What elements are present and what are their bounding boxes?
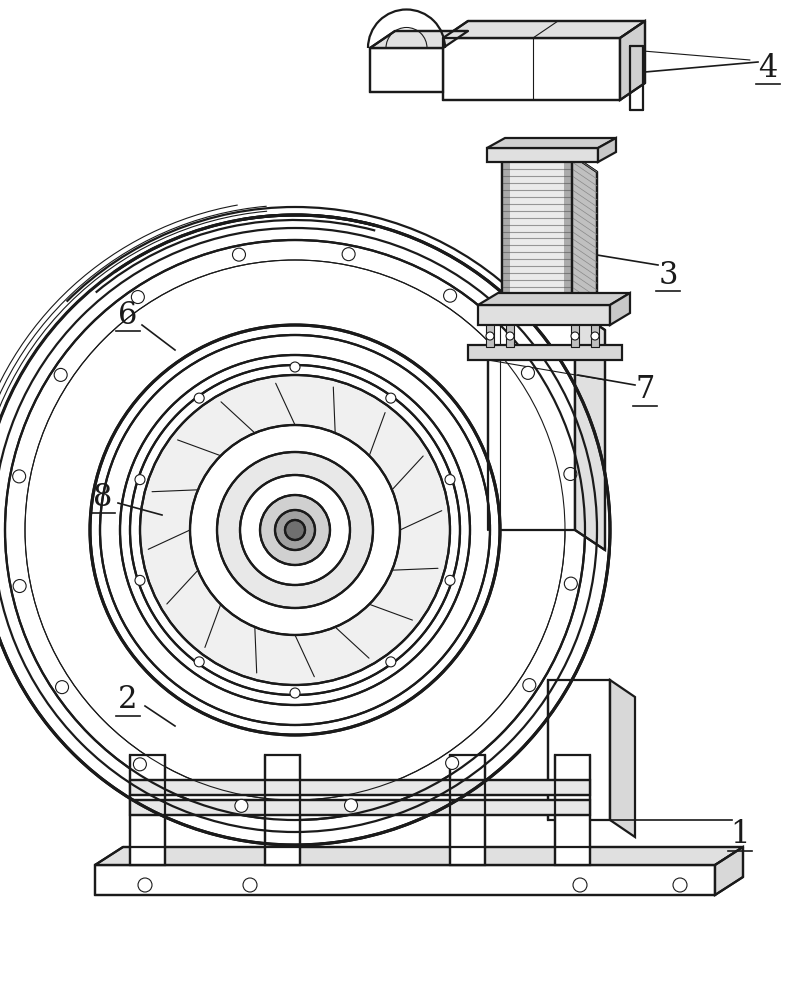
Circle shape [341, 248, 354, 261]
Polygon shape [370, 48, 443, 92]
Polygon shape [501, 155, 509, 308]
Circle shape [290, 688, 299, 698]
Circle shape [240, 475, 350, 585]
Circle shape [90, 325, 500, 735]
Polygon shape [130, 755, 165, 865]
Circle shape [573, 878, 586, 892]
Polygon shape [443, 38, 620, 100]
Circle shape [385, 393, 395, 403]
Polygon shape [547, 680, 609, 820]
Circle shape [275, 510, 315, 550]
Polygon shape [487, 148, 597, 162]
Circle shape [130, 365, 460, 695]
Polygon shape [443, 21, 644, 38]
Text: 2: 2 [118, 684, 138, 715]
Polygon shape [570, 325, 578, 347]
Circle shape [120, 355, 470, 705]
Polygon shape [571, 155, 596, 325]
Circle shape [563, 467, 576, 480]
Circle shape [5, 240, 584, 820]
Circle shape [444, 475, 454, 485]
Circle shape [133, 758, 146, 771]
Polygon shape [501, 155, 571, 308]
Circle shape [25, 260, 564, 800]
Polygon shape [597, 138, 616, 162]
Text: 6: 6 [118, 300, 138, 330]
Polygon shape [564, 155, 571, 308]
Circle shape [232, 248, 245, 261]
Circle shape [385, 657, 395, 667]
Polygon shape [714, 847, 742, 895]
Polygon shape [574, 310, 604, 550]
Circle shape [190, 425, 400, 635]
Circle shape [564, 577, 577, 590]
Polygon shape [554, 755, 590, 865]
Circle shape [138, 878, 152, 892]
Circle shape [0, 215, 609, 845]
Polygon shape [620, 21, 644, 100]
Text: 7: 7 [634, 374, 654, 406]
Text: 3: 3 [658, 259, 677, 290]
Circle shape [522, 679, 535, 692]
Circle shape [445, 756, 458, 769]
Circle shape [242, 878, 257, 892]
Polygon shape [487, 138, 616, 148]
Circle shape [590, 332, 599, 340]
Circle shape [13, 580, 26, 593]
Polygon shape [95, 865, 714, 895]
Polygon shape [264, 755, 299, 865]
Circle shape [444, 575, 454, 585]
Circle shape [54, 368, 67, 381]
Text: 1: 1 [729, 819, 749, 850]
Polygon shape [487, 310, 574, 530]
Circle shape [217, 452, 372, 608]
Polygon shape [590, 325, 599, 347]
Circle shape [672, 878, 686, 892]
Polygon shape [370, 31, 467, 48]
Circle shape [100, 335, 489, 725]
Circle shape [521, 366, 534, 379]
Polygon shape [505, 325, 513, 347]
Polygon shape [478, 305, 609, 325]
Circle shape [570, 332, 578, 340]
Text: 8: 8 [93, 482, 113, 512]
Circle shape [135, 575, 145, 585]
Circle shape [260, 495, 329, 565]
Circle shape [139, 375, 449, 685]
Polygon shape [609, 680, 634, 837]
Circle shape [55, 681, 68, 694]
Text: 4: 4 [757, 53, 777, 84]
Polygon shape [130, 780, 590, 795]
Polygon shape [486, 325, 493, 347]
Circle shape [234, 799, 247, 812]
Circle shape [135, 475, 145, 485]
Circle shape [194, 393, 204, 403]
Polygon shape [478, 293, 629, 305]
Circle shape [290, 362, 299, 372]
Polygon shape [95, 847, 742, 865]
Circle shape [344, 799, 357, 812]
Polygon shape [130, 800, 590, 815]
Circle shape [505, 332, 513, 340]
Circle shape [131, 291, 144, 304]
Polygon shape [467, 345, 621, 360]
Circle shape [13, 470, 26, 483]
Polygon shape [509, 155, 564, 308]
Circle shape [194, 657, 204, 667]
Circle shape [486, 332, 493, 340]
Circle shape [443, 289, 456, 302]
Polygon shape [609, 293, 629, 325]
Polygon shape [449, 755, 484, 865]
Circle shape [285, 520, 305, 540]
